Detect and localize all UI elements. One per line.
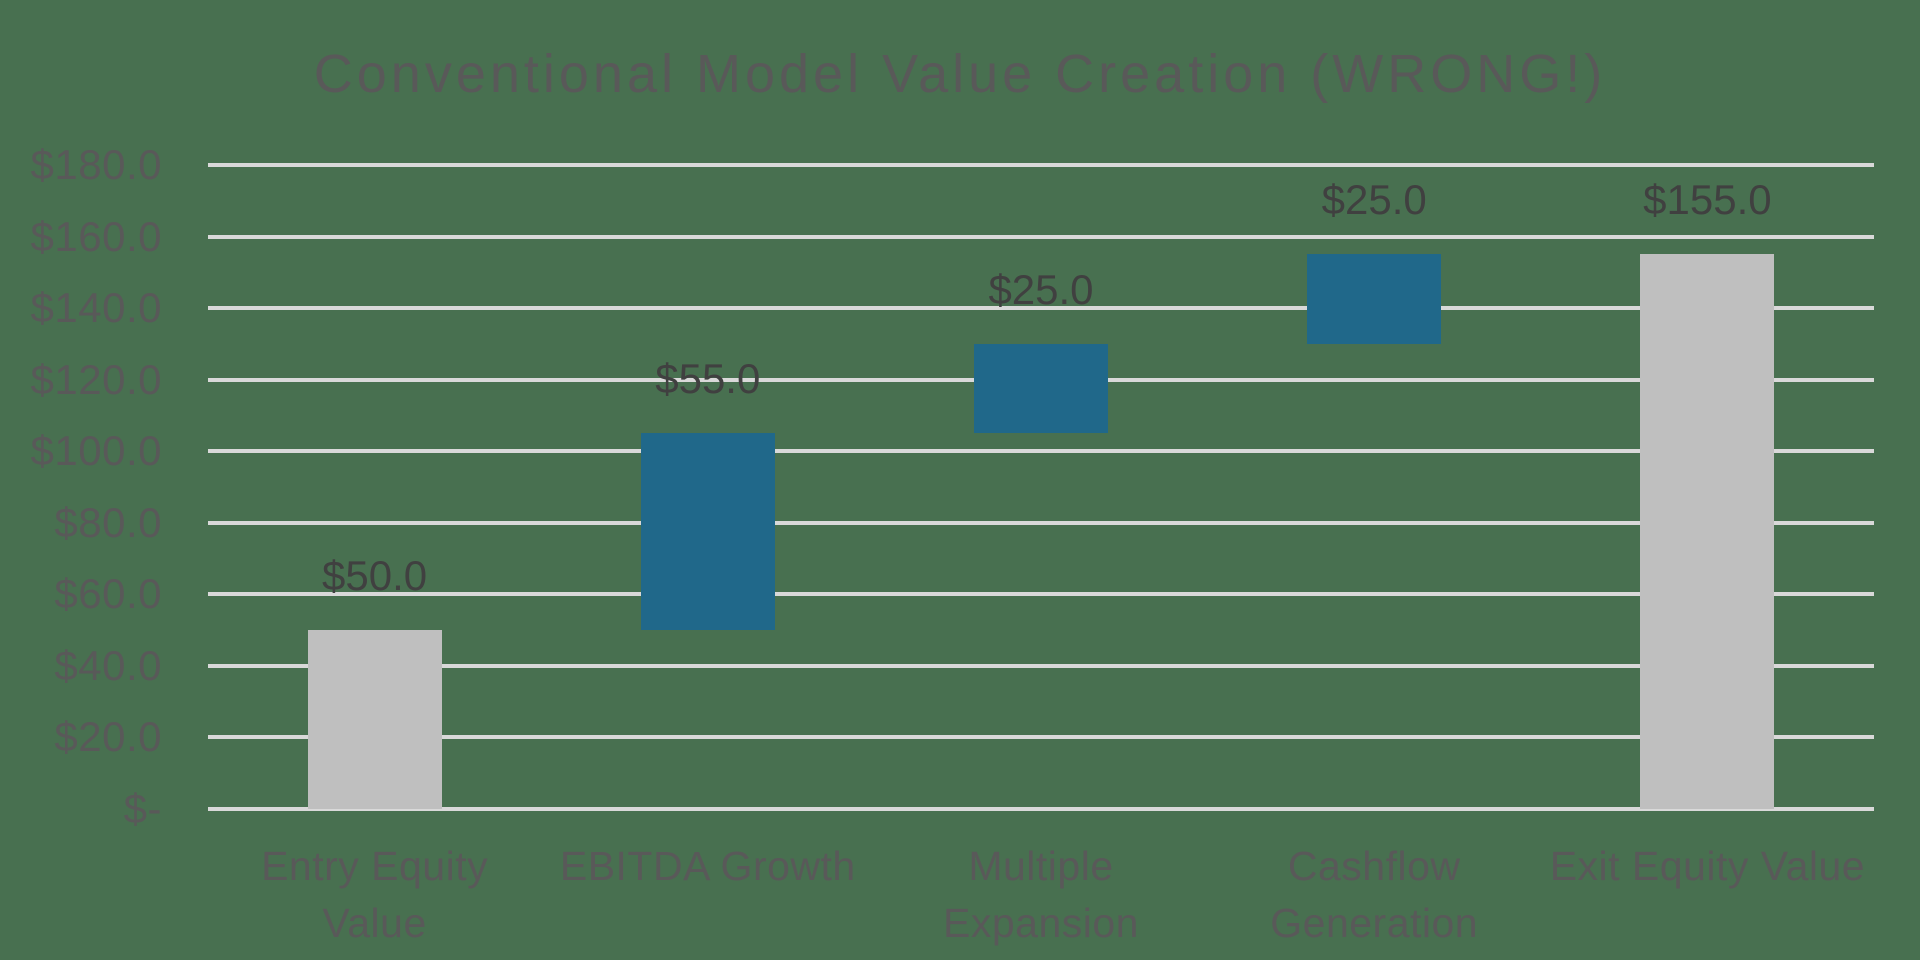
y-axis-tick-label: $180.0 — [30, 141, 162, 188]
y-axis-tick-label: $40.0 — [54, 641, 162, 689]
category-label-line: Exit Equity Value — [1549, 843, 1866, 889]
bar-value-label: $155.0 — [1643, 176, 1772, 224]
y-axis-tick-label: $- — [123, 785, 162, 832]
y-axis-tick-label: $80.0 — [54, 498, 162, 546]
category-label-line: Value — [322, 900, 427, 946]
category-label: EBITDA Growth — [521, 838, 894, 895]
bar-value-label: $55.0 — [655, 355, 761, 403]
chart-title: Conventional Model Value Creation (WRONG… — [313, 44, 1607, 104]
category-label-line: Cashflow — [1287, 843, 1461, 889]
bar-entry-equity-value — [307, 630, 442, 809]
gridline-20 — [208, 735, 1874, 740]
gridline-140 — [208, 306, 1874, 311]
category-label: Cashflow Generation — [1188, 838, 1561, 952]
category-label: Exit Equity Value — [1521, 838, 1894, 895]
gridline-160 — [208, 234, 1874, 239]
category-label-line: EBITDA Growth — [559, 843, 856, 889]
bar-ebitda-growth — [640, 433, 775, 631]
gridline-40 — [208, 663, 1874, 668]
y-axis-tick-label: $120.0 — [30, 355, 162, 403]
bar-multiple-expansion — [974, 343, 1108, 434]
gridline-100 — [208, 449, 1874, 454]
bar-exit-equity-value — [1640, 254, 1775, 809]
bar-value-label: $50.0 — [322, 552, 428, 600]
gridline-60 — [208, 592, 1874, 597]
y-axis-tick-label: $140.0 — [30, 284, 162, 332]
category-label: Entry Equity Value — [188, 838, 561, 952]
y-axis-tick-label: $20.0 — [54, 713, 162, 761]
bar-cashflow-generation — [1307, 254, 1442, 344]
category-label-line: Expansion — [943, 900, 1139, 946]
gridline-0 — [208, 807, 1874, 811]
category-label-line: Multiple — [968, 843, 1114, 889]
gridline-180 — [208, 163, 1874, 167]
category-label-line: Generation — [1270, 900, 1479, 946]
category-label: Multiple Expansion — [854, 838, 1227, 952]
gridline-80 — [208, 520, 1874, 525]
bar-value-label: $25.0 — [1321, 176, 1427, 224]
y-axis-tick-label: $60.0 — [54, 570, 162, 618]
category-label-line: Entry Equity — [261, 843, 489, 889]
bar-value-label: $25.0 — [988, 265, 1094, 313]
y-axis-tick-label: $100.0 — [30, 427, 162, 475]
y-axis-tick-label: $160.0 — [30, 212, 162, 260]
